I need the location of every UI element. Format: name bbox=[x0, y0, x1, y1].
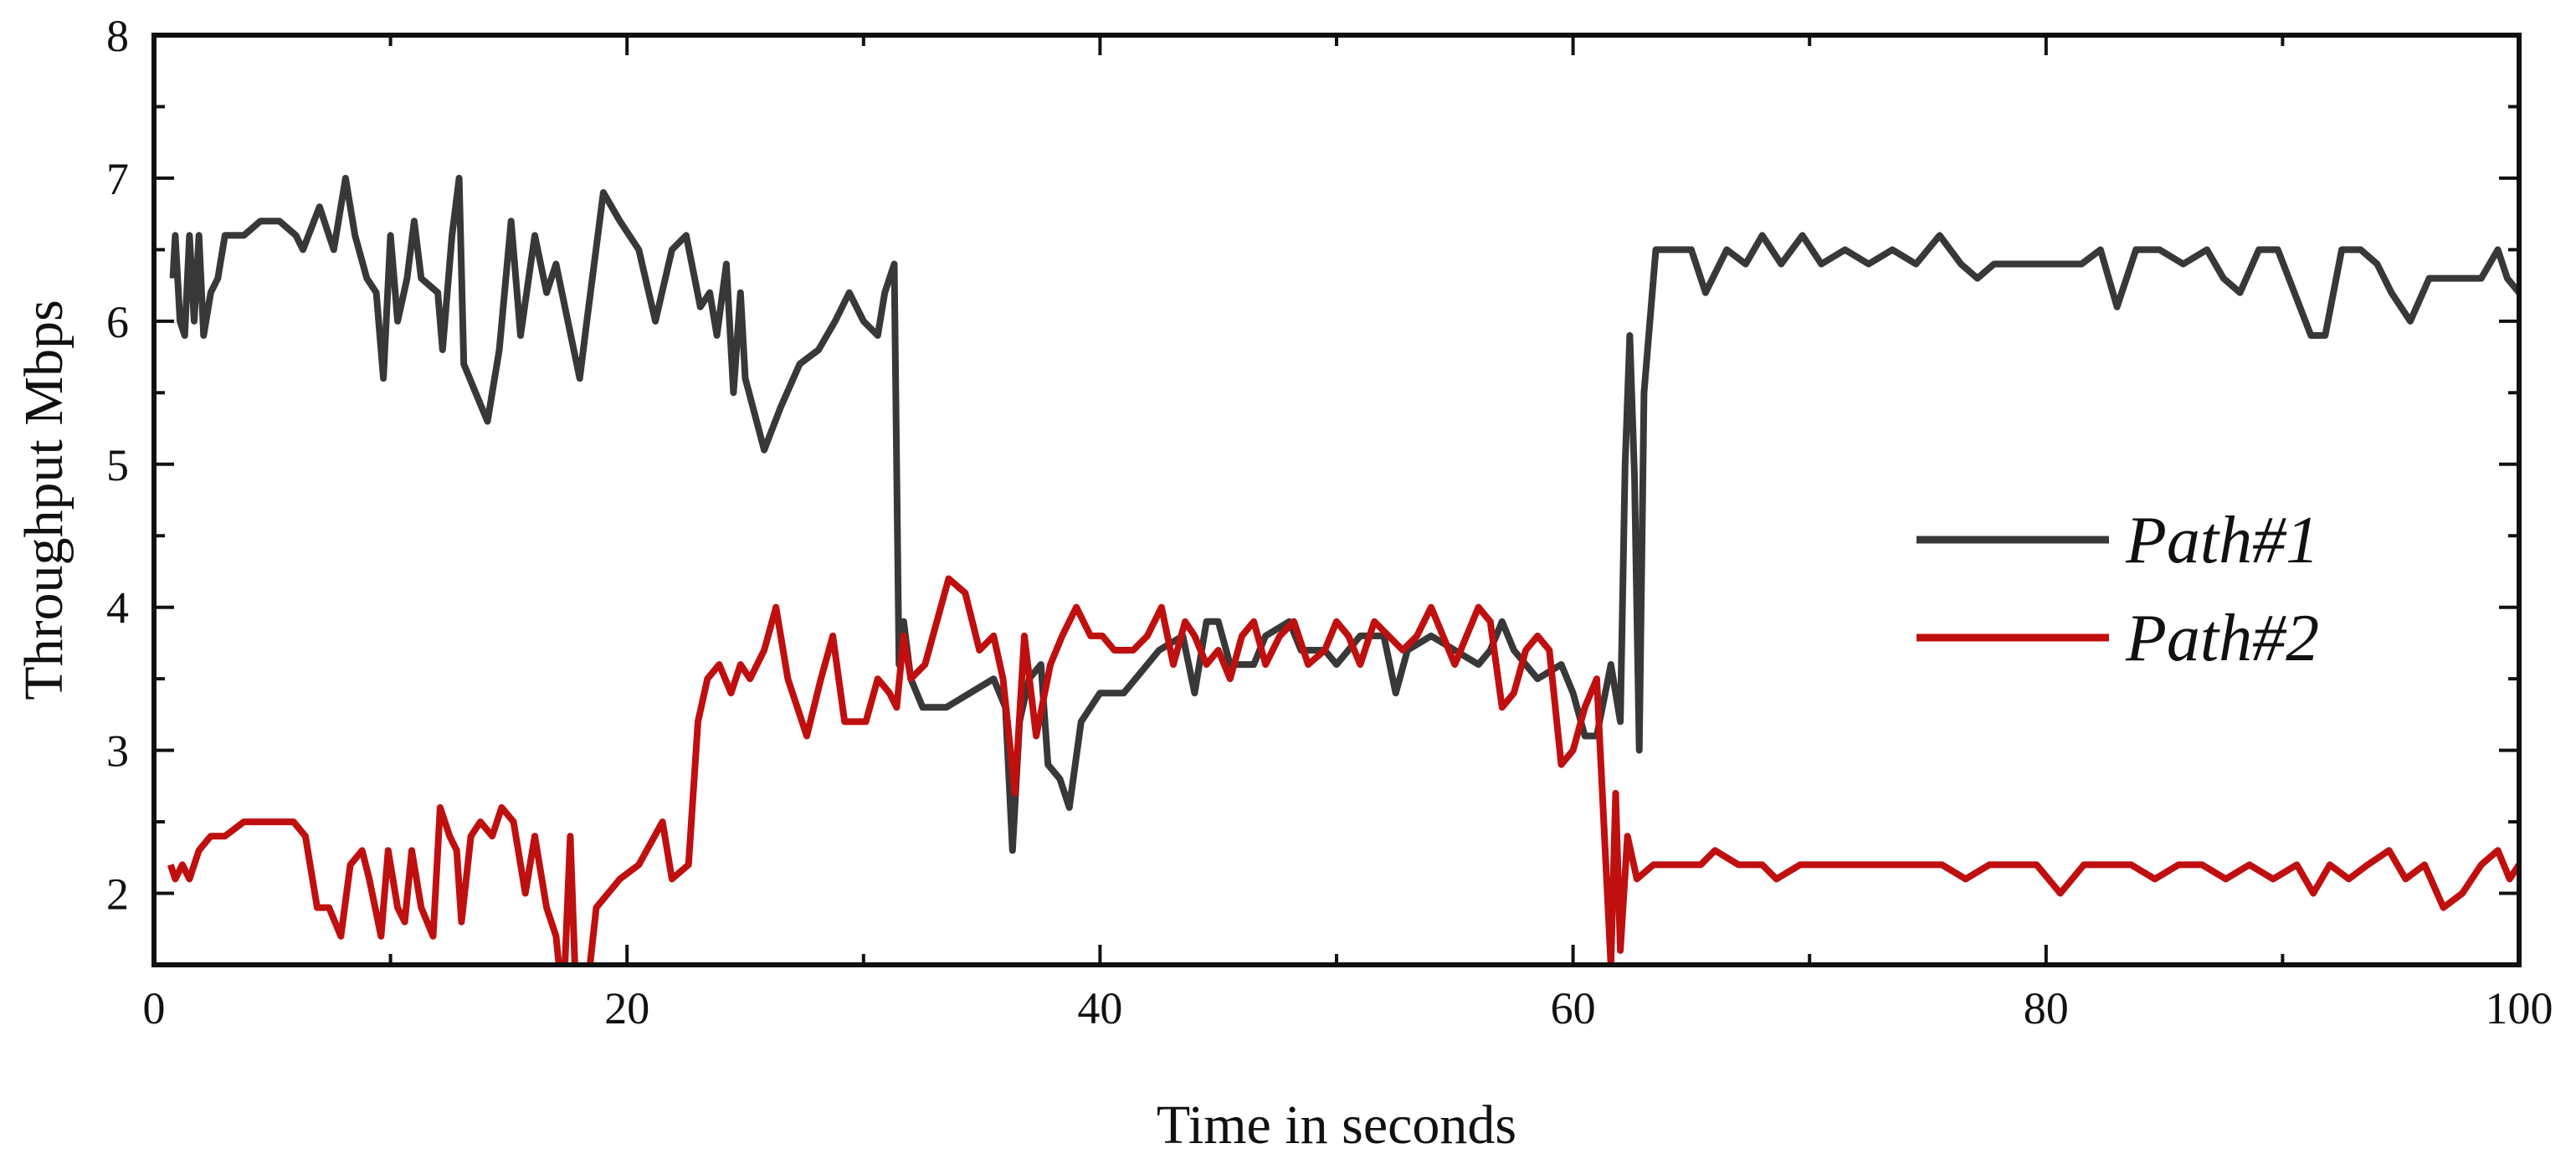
y-axis-label: Throughput Mbps bbox=[13, 300, 74, 700]
x-tick-label: 100 bbox=[2486, 983, 2553, 1033]
y-tick-label: 2 bbox=[106, 869, 129, 920]
x-axis-label: Time in seconds bbox=[1157, 1095, 1516, 1156]
x-tick-label: 0 bbox=[143, 983, 166, 1033]
x-tick-label: 80 bbox=[2024, 983, 2069, 1033]
x-tick-label: 60 bbox=[1551, 983, 1596, 1033]
y-tick-label: 6 bbox=[106, 297, 129, 347]
x-tick-label: 40 bbox=[1077, 983, 1122, 1033]
ticks-layer: 0 20 40 60 80 100 2 3 4 5 6 7 8 bbox=[106, 11, 2553, 1033]
plot-frame bbox=[151, 33, 2522, 967]
y-tick-label: 5 bbox=[106, 440, 129, 490]
legend: Path#1 Path#2 bbox=[1917, 504, 2319, 675]
series-layer bbox=[167, 174, 2519, 965]
series-line-path-1 bbox=[169, 174, 2519, 854]
y-tick-label: 4 bbox=[106, 583, 129, 633]
y-tick-label: 8 bbox=[106, 11, 129, 61]
legend-label-path-2: Path#2 bbox=[2125, 602, 2319, 675]
y-tick-label: 3 bbox=[106, 726, 129, 777]
y-tick-label: 7 bbox=[106, 154, 129, 204]
series-line-path-2 bbox=[167, 575, 2519, 965]
legend-label-path-1: Path#1 bbox=[2125, 504, 2319, 577]
x-tick-label: 20 bbox=[604, 983, 649, 1033]
